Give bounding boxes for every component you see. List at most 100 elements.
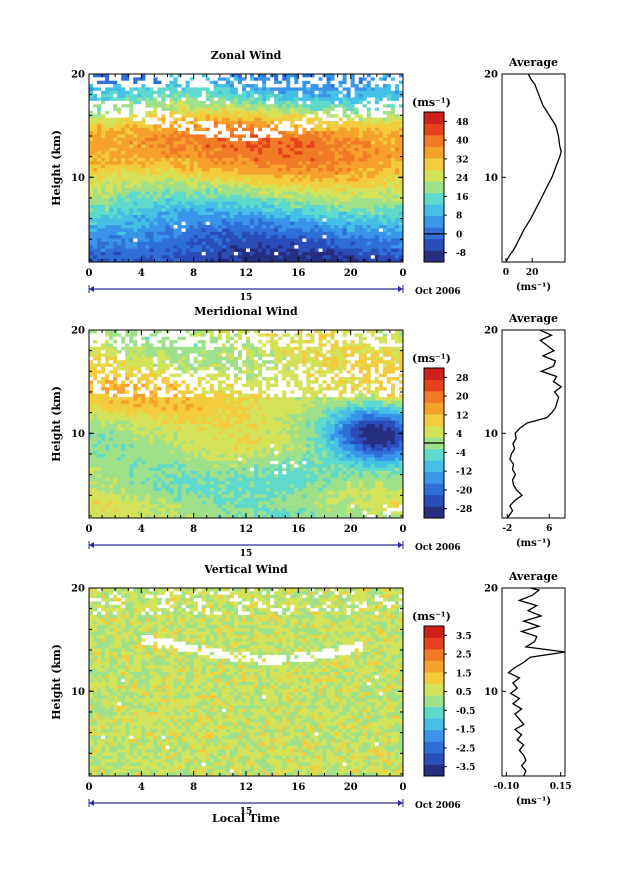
heatmap-cell [185,346,191,351]
heatmap-cell [225,104,231,108]
heatmap-cell [398,97,404,102]
heatmap-cell [394,211,400,216]
heatmap-cell [322,80,327,85]
heatmap-cell [153,124,158,129]
heatmap-cell [374,178,380,182]
heatmap-cell [201,137,207,142]
heatmap-cell [129,157,134,162]
heatmap-cell [282,137,287,142]
heatmap-cell [366,245,372,249]
heatmap-cell [310,194,315,199]
heatmap-cell [225,228,231,233]
heatmap-cell [233,238,239,243]
heatmap-cell [394,218,400,223]
heatmap-cell [181,248,187,253]
heatmap-cell [246,168,251,172]
heatmap-cell [193,117,199,122]
heatmap-cell [334,330,339,334]
heatmap-cell [322,117,327,122]
heatmap-cell [93,340,98,344]
heatmap-cell [145,110,150,115]
heatmap-cell [254,80,259,85]
heatmap-cell [390,188,396,192]
heatmap-cell [97,204,102,209]
heatmap-cell [205,161,211,166]
heatmap-cell [382,346,388,351]
heatmap-cell [177,134,182,139]
heatmap-cell [358,131,364,135]
heatmap-cell [229,225,235,229]
heatmap-cell [290,127,295,132]
heatmap-cell [346,204,352,209]
heatmap-cell [374,241,380,246]
heatmap-cell [258,251,263,256]
heatmap-cell [149,211,154,216]
heatmap-cell [390,141,396,145]
heatmap-cell [89,333,94,338]
heatmap-cell [386,100,392,105]
heatmap-cell [342,124,348,129]
heatmap-cell [181,184,187,189]
heatmap-cell [105,124,110,129]
heatmap-cell [322,221,327,226]
heatmap-cell [181,201,187,206]
heatmap-cell [318,215,323,219]
heatmap-cell [141,84,146,88]
heatmap-cell [354,241,360,246]
heatmap-cell [141,211,146,216]
heatmap-cell [334,164,339,169]
heatmap-cell [113,191,118,196]
heatmap-cell [398,151,404,155]
heatmap-cell [149,231,154,236]
heatmap-cell [330,97,335,102]
heatmap-cell [169,346,174,351]
heatmap-cell [322,343,327,348]
heatmap-cell [326,221,331,226]
heatmap-cell [205,104,211,108]
heatmap-cell [282,204,287,209]
heatmap-cell [169,80,174,85]
heatmap-cell [145,104,150,108]
heatmap-cell [374,161,380,166]
heatmap-cell [358,114,364,119]
heatmap-cell [153,184,158,189]
heatmap-cell [374,191,380,196]
heatmap-cell [189,336,195,341]
heatmap-cell [294,330,299,334]
heatmap-cell [366,80,372,85]
heatmap-cell [370,141,376,145]
heatmap-cell [370,114,376,119]
heatmap-cell [217,131,223,135]
heatmap-cell [213,74,219,78]
heatmap-cell [342,241,348,246]
heatmap-cell [157,346,162,351]
heatmap-cell [254,157,259,162]
heatmap-cell [318,144,323,149]
heatmap-cell [161,171,166,176]
heatmap-cell [177,251,182,256]
heatmap-cell [262,198,267,202]
heatmap-cell [246,107,251,112]
heatmap-cell [250,255,255,260]
heatmap-cell [370,198,376,202]
heatmap-cell [294,137,299,142]
heatmap-cell [241,87,247,92]
x-tick-label: 0 [86,268,93,279]
heatmap-cell [137,107,142,112]
heatmap-cell [278,245,283,249]
heatmap-cell [294,87,299,92]
heatmap-cell [306,330,311,334]
heatmap-cell [358,137,364,142]
heatmap-cell [334,104,339,108]
heatmap-cell [290,340,295,344]
heatmap-cell [386,241,392,246]
heatmap-cell [97,188,102,192]
heatmap-cell [145,194,150,199]
heatmap-cell [294,258,299,263]
heatmap-cell [358,174,364,179]
heatmap-cell [121,336,126,341]
heatmap-cell [173,157,178,162]
heatmap-cell [330,346,335,351]
heatmap-cell [294,164,299,169]
heatmap-cell [205,228,211,233]
